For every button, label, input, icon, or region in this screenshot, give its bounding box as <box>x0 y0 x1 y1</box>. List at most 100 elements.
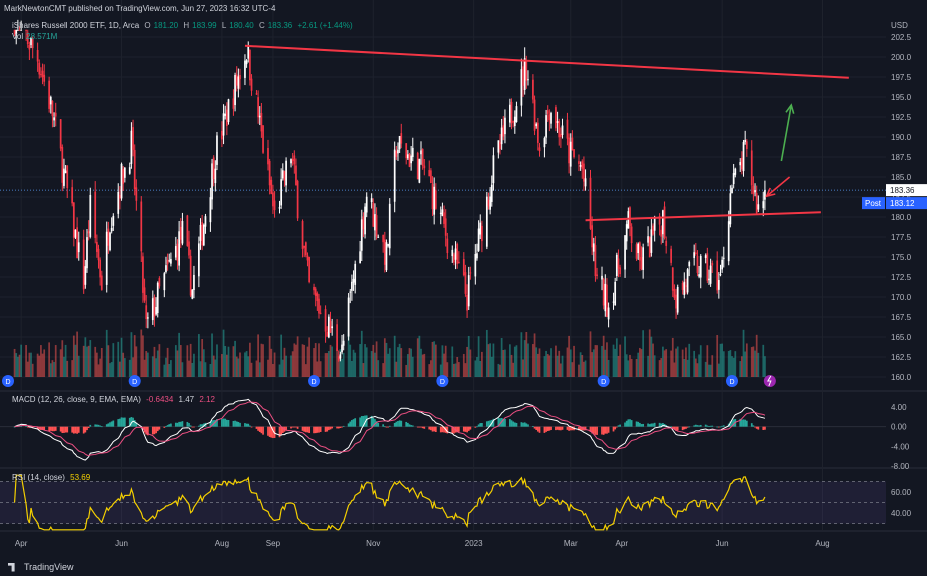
candle-body <box>199 224 202 241</box>
volume-bar <box>239 352 241 377</box>
macd-histogram-bar <box>431 426 434 432</box>
price-tick-label: 170.0 <box>891 293 912 302</box>
candle-body <box>410 155 413 164</box>
volume-bar <box>416 338 419 377</box>
candle-body <box>499 142 501 149</box>
macd-histogram-bar <box>719 426 722 428</box>
candle-body <box>258 115 261 118</box>
macd-histogram-bar <box>545 426 547 432</box>
candle-body <box>349 291 352 293</box>
macd-histogram-bar <box>181 421 184 427</box>
candle-body <box>189 255 192 296</box>
macd-histogram-bar <box>617 425 620 427</box>
rsi-label: RSI (14, close) <box>12 473 65 482</box>
candle-body <box>466 294 468 311</box>
volume-bar <box>571 362 574 377</box>
candle-body <box>178 231 180 266</box>
candle-body <box>405 143 408 159</box>
candle-body <box>550 112 552 124</box>
volume-bar <box>135 346 138 377</box>
candle-body <box>683 281 686 295</box>
volume-bar <box>262 344 264 377</box>
candle-body <box>671 267 674 291</box>
dividend-marker-label: D <box>312 379 317 386</box>
macd-histogram-bar <box>372 417 375 427</box>
rsi-legend[interactable]: RSI (14, close) 53.69 <box>12 473 93 482</box>
volume-bar <box>627 360 630 377</box>
candle-body <box>370 198 373 203</box>
volume-bar <box>18 354 21 377</box>
candle-body <box>227 99 230 123</box>
candle-body <box>555 107 557 129</box>
candle-body <box>41 70 44 78</box>
macd-histogram-bar <box>257 426 259 431</box>
macd-histogram-bar <box>650 423 653 427</box>
symbol-legend[interactable]: iShares Russell 2000 ETF, 1D, Arca O 181.… <box>12 21 356 30</box>
volume-bar <box>569 349 572 377</box>
macd-histogram-bar <box>591 426 594 434</box>
volume-bar <box>431 341 434 377</box>
macd-histogram-bar <box>637 421 640 427</box>
price-tick-label: 187.5 <box>891 153 912 162</box>
macd-histogram-bar <box>569 426 572 431</box>
candle-body <box>13 29 16 34</box>
candle-body <box>694 252 697 255</box>
volume-bars <box>13 329 766 377</box>
macd-histogram-bar <box>54 426 57 431</box>
macd-histogram-bar <box>642 423 645 427</box>
macd-histogram-bar <box>571 426 574 431</box>
volume-bar <box>532 344 534 377</box>
macd-histogram-bar <box>606 426 608 434</box>
volume-bar <box>688 343 691 377</box>
candle-body <box>637 243 640 254</box>
macd-histogram-bar <box>341 426 343 428</box>
macd-histogram-bar <box>676 426 679 431</box>
macd-histogram-bar <box>301 426 304 431</box>
candle-body <box>607 307 610 320</box>
macd-histogram-bar <box>477 424 480 427</box>
candle-body <box>94 191 97 238</box>
macd-histogram-bar <box>48 426 51 432</box>
volume-bar <box>405 364 408 377</box>
volume-bar <box>487 344 490 377</box>
volume-bar <box>764 356 766 377</box>
macd-histogram-bar <box>250 426 253 428</box>
candle-body <box>617 258 620 269</box>
volume-bar <box>120 337 123 377</box>
macd-histogram-bar <box>110 421 113 427</box>
post-badge <box>862 197 885 210</box>
volume-bar <box>179 345 182 377</box>
volume-bar <box>198 334 200 377</box>
macd-histogram-bar <box>708 426 710 427</box>
candle-body <box>296 181 299 219</box>
candle-body <box>739 162 742 166</box>
candle-body <box>31 38 34 49</box>
time-tick-label: Apr <box>15 539 28 548</box>
macd-histogram-bar <box>247 423 250 427</box>
candle-body <box>686 269 689 293</box>
macd-histogram-bar <box>352 419 355 427</box>
volume-bar <box>556 355 559 377</box>
candle-body <box>525 61 528 81</box>
volume-bar <box>382 363 385 377</box>
candle-body <box>431 183 434 210</box>
candle-body <box>43 74 46 82</box>
volume-legend[interactable]: Vol 28.571M <box>12 32 60 41</box>
macd-histogram-bar <box>41 426 44 431</box>
candle-body <box>676 286 679 313</box>
candle-body <box>395 151 398 157</box>
macd-histogram-bar <box>509 418 511 427</box>
macd-histogram-bar <box>382 424 385 427</box>
volume-bar <box>500 337 503 377</box>
candle-body <box>515 106 518 123</box>
macd-legend[interactable]: MACD (12, 26, close, 9, EMA, EMA) -0.643… <box>12 395 218 404</box>
macd-histogram-bar <box>153 426 156 435</box>
tradingview-footer[interactable]: TradingView <box>8 562 74 572</box>
macd-histogram-bar <box>499 418 501 427</box>
volume-bar <box>629 354 631 377</box>
macd-histogram-bar <box>601 426 603 435</box>
volume-bar <box>607 359 610 377</box>
volume-bar <box>303 344 306 377</box>
volume-bar <box>566 347 569 377</box>
